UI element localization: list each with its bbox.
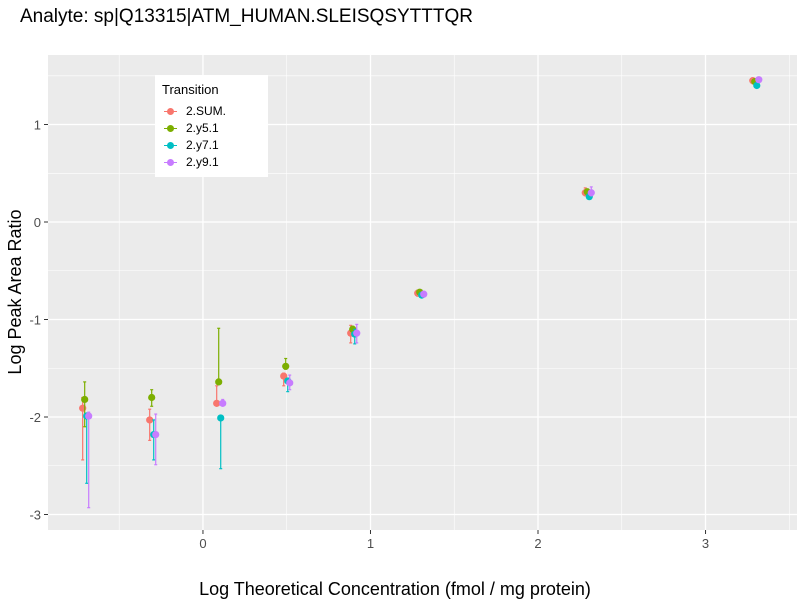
data-point	[280, 372, 288, 380]
data-point	[146, 416, 154, 424]
data-point	[353, 329, 361, 337]
legend-label: 2.y7.1	[186, 138, 219, 152]
axis-ticks: 0 1 2 3 -3 -2 -1 0 1	[29, 118, 709, 551]
legend-key-icon	[162, 137, 179, 154]
data-point	[213, 399, 221, 407]
data-point	[282, 362, 290, 370]
data-point	[81, 395, 89, 404]
legend-label: 2.SUM.	[186, 104, 227, 118]
y-axis-label: Log Peak Area Ratio	[5, 209, 25, 374]
data-point	[420, 290, 428, 298]
legend-label: 2.y9.1	[186, 155, 219, 169]
chart-title: Analyte: sp|Q13315|ATM_HUMAN.SLEISQSYTTT…	[20, 6, 473, 27]
y-tick-label: -2	[29, 410, 41, 425]
y-tick-label: -1	[29, 313, 41, 328]
legend-title: Transition	[162, 82, 219, 97]
data-point	[219, 399, 227, 407]
x-tick-label: 2	[534, 536, 541, 551]
x-tick-label: 1	[367, 536, 374, 551]
legend-key-icon	[162, 154, 179, 171]
x-tick-label: 0	[199, 536, 206, 551]
legend-key-icon	[162, 103, 179, 120]
y-tick-label: -3	[29, 507, 41, 522]
data-point	[755, 76, 763, 84]
data-point	[148, 393, 156, 402]
series-2-y9-1	[85, 76, 763, 509]
data-point	[152, 430, 160, 439]
legend-label: 2.y5.1	[186, 121, 219, 135]
legend-key-icon	[162, 120, 179, 137]
legend-item: 2.y9.1	[162, 154, 266, 171]
legend-item: 2.y5.1	[162, 120, 266, 137]
x-tick-label: 3	[702, 536, 709, 551]
legend: Transition 2.SUM. 2.y5.1 2.y7.1 2.y9.1	[155, 75, 268, 177]
data-point	[85, 412, 93, 420]
series-2-y7-1	[83, 81, 761, 484]
data-point	[215, 378, 223, 386]
y-tick-label: 0	[34, 215, 41, 230]
data-point	[753, 81, 761, 90]
data-marks	[79, 76, 763, 509]
y-tick-label: 1	[34, 118, 41, 133]
data-point	[286, 379, 294, 387]
legend-item: 2.SUM.	[162, 103, 266, 120]
data-point	[587, 189, 595, 197]
legend-item: 2.y7.1	[162, 137, 266, 154]
data-point	[217, 414, 225, 422]
x-axis-label: Log Theoretical Concentration (fmol / mg…	[199, 579, 591, 599]
